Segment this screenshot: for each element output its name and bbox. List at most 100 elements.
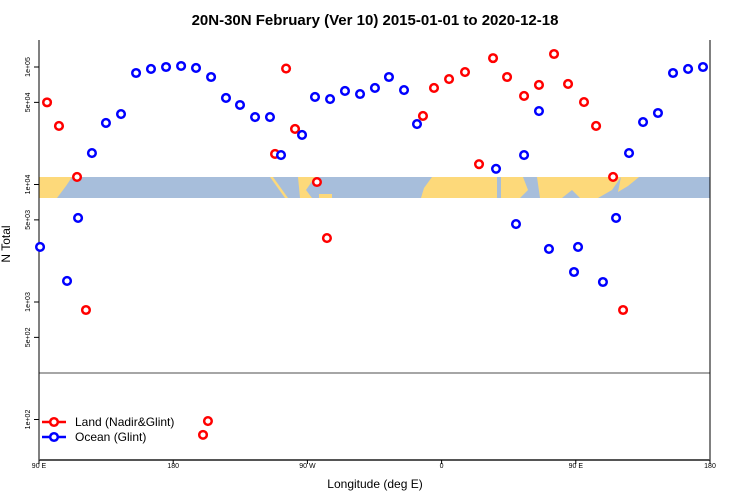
ocean-point [369, 82, 380, 94]
ocean-point [572, 241, 584, 253]
ocean-point [533, 105, 545, 117]
land-point [578, 97, 590, 108]
map-land [270, 177, 288, 198]
ocean-point [543, 243, 555, 254]
legend: Land (Nadir&Glint) Ocean (Glint) [42, 415, 174, 444]
ocean-point [100, 117, 112, 129]
map-land [618, 177, 639, 192]
legend-label-ocean: Ocean (Glint) [75, 430, 146, 444]
ocean-point [264, 112, 276, 123]
ocean-point [383, 71, 395, 83]
land-point [548, 48, 560, 60]
ocean-point [131, 67, 142, 79]
map-strip [39, 177, 710, 198]
land-point [71, 171, 83, 182]
y-tick-label: 5e+02 [25, 327, 32, 347]
ocean-point [325, 93, 336, 105]
x-axis-label: Longitude (deg E) [327, 477, 422, 491]
land-point [618, 304, 629, 316]
ocean-point [697, 61, 709, 73]
x-tick-label: 90 W [299, 463, 316, 470]
ocean-point [398, 84, 410, 96]
ocean-point [309, 91, 321, 103]
ocean-point [250, 112, 261, 123]
y-tick-label: 5e+03 [25, 210, 32, 230]
ocean-point [683, 63, 694, 75]
legend-label-land: Land (Nadir&Glint) [75, 415, 174, 429]
land-point [562, 78, 574, 90]
land-point [591, 120, 602, 131]
land-point [608, 171, 619, 182]
land-point [311, 176, 322, 188]
ocean-point [86, 148, 97, 159]
ocean-point [354, 88, 366, 100]
ocean-point [519, 150, 530, 161]
map-land [537, 177, 621, 198]
land-point [428, 82, 440, 94]
legend-item-land: Land (Nadir&Glint) [42, 415, 174, 429]
y-tick-label: 1e+04 [25, 175, 32, 195]
legend-marker-land [48, 416, 60, 428]
ocean-point [611, 212, 622, 224]
ocean-point [597, 276, 608, 288]
ocean-point [296, 129, 308, 141]
land-point [444, 73, 455, 85]
x-tick-label: 90 E [32, 463, 47, 470]
ocean-point [160, 61, 172, 73]
land-point [202, 416, 213, 427]
x-tick-label: 0 [440, 463, 444, 470]
x-tick-label: 90 E [569, 463, 584, 470]
y-ticks: 1e+05 5e+04 1e+04 5e+03 1e+03 5e+02 1e+02 [25, 57, 39, 429]
map-land [319, 194, 332, 198]
land-point [502, 71, 513, 83]
x-tick-label: 180 [704, 463, 716, 470]
ocean-point [190, 62, 202, 74]
land-point [53, 120, 65, 131]
ocean-point [339, 85, 351, 97]
land-point [473, 159, 485, 170]
ocean-point [652, 107, 664, 119]
y-tick-label: 1e+02 [25, 410, 32, 430]
x-ticks: 90 E 180 90 W 0 90 E 180 [32, 460, 716, 470]
land-point [459, 66, 471, 78]
land-point [519, 90, 530, 102]
land-point [417, 110, 429, 122]
land-point [80, 304, 92, 316]
ocean-point [206, 71, 217, 83]
land-point [533, 79, 545, 91]
land-point [289, 123, 301, 135]
ocean-point [411, 118, 423, 130]
ocean-point [510, 218, 522, 230]
ocean-point [568, 266, 580, 278]
ocean-point [61, 275, 73, 287]
ocean-point [623, 148, 635, 159]
land-point [197, 429, 209, 440]
ocean-point [234, 99, 246, 111]
x-tick-label: 180 [167, 463, 179, 470]
legend-marker-ocean [48, 431, 60, 443]
ocean-point [667, 67, 679, 79]
map-land [501, 177, 528, 198]
land-point [281, 63, 292, 74]
land-point [321, 233, 332, 244]
ocean-point [490, 163, 502, 174]
ocean-point [145, 63, 157, 75]
map-land [39, 177, 72, 198]
ocean-point [34, 241, 46, 253]
data-points [34, 48, 709, 440]
y-axis-label: N Total [0, 225, 13, 262]
y-tick-label: 1e+03 [25, 292, 32, 312]
ocean-point [275, 150, 287, 161]
land-point [487, 53, 499, 64]
land-point [42, 97, 53, 108]
y-tick-label: 5e+04 [25, 92, 32, 112]
ocean-point [176, 60, 187, 72]
chart-title: 20N-30N February (Ver 10) 2015-01-01 to … [192, 12, 559, 29]
ocean-point [73, 212, 84, 224]
legend-item-ocean: Ocean (Glint) [42, 430, 146, 444]
ocean-point [220, 92, 232, 104]
map-land [421, 177, 497, 198]
map-land [298, 177, 315, 198]
y-tick-label: 1e+05 [25, 57, 32, 77]
